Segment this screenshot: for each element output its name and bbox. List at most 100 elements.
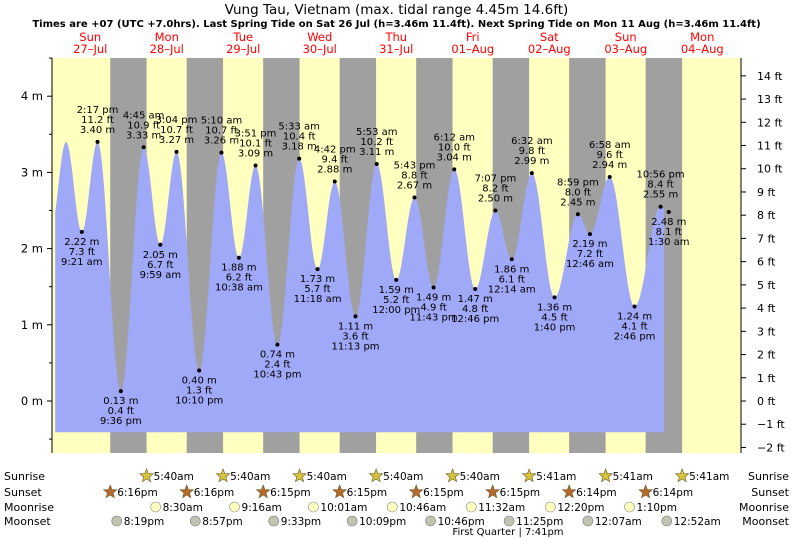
y-axis-left: 0 m 1 m 2 m 3 m 4 m bbox=[21, 57, 53, 453]
tide-label: 7:07 pm bbox=[475, 174, 517, 185]
tide-label: 10.0 ft bbox=[438, 142, 471, 153]
tide-label: 5:10 am bbox=[201, 116, 243, 127]
sunrise-star-icon bbox=[521, 468, 537, 483]
sunset-star-icon bbox=[102, 484, 118, 499]
sunrise-time: 5:40am bbox=[383, 471, 423, 483]
sunset-star-icon bbox=[485, 484, 501, 499]
moonrise-icon bbox=[229, 501, 240, 513]
moonset-icon bbox=[111, 515, 123, 527]
sunrise-time: 5:40am bbox=[230, 471, 270, 483]
tide-label: 2.48 m bbox=[651, 217, 686, 228]
tide-label: 3.27 m bbox=[159, 135, 194, 146]
chart-subtitle: Times are +07 (UTC +7.0hrs). Last Spring… bbox=[32, 19, 760, 30]
tide-point bbox=[197, 368, 202, 373]
tide-label: 10.7 ft bbox=[205, 126, 238, 137]
tide-label: 1.47 m bbox=[458, 294, 493, 305]
day-date: 27–Jul bbox=[73, 42, 107, 56]
tide-point bbox=[666, 210, 671, 215]
moonrise-time: 9:16am bbox=[242, 502, 282, 514]
day-of-week: Sun bbox=[615, 30, 637, 44]
chart-title: Vung Tau, Vietnam (max. tidal range 4.45… bbox=[225, 2, 569, 18]
y-right-tick-label: 13 ft bbox=[757, 93, 783, 106]
day-of-week: Thu bbox=[384, 30, 407, 44]
tide-point bbox=[529, 171, 534, 176]
tide-label: 3.09 m bbox=[238, 149, 273, 160]
tide-label: 8.1 ft bbox=[656, 227, 682, 238]
moon-phase-label: First Quarter | 7:41pm bbox=[452, 527, 563, 538]
moonset-icon bbox=[661, 515, 673, 527]
tide-point bbox=[509, 257, 514, 262]
tide-label: 0.13 m bbox=[103, 396, 138, 407]
y-left-tick-label: 1 m bbox=[21, 318, 43, 332]
tide-label: 1.59 m bbox=[379, 285, 414, 296]
y-axis-right: −2 ft −1 ft 0 ft 1 ft 2 ft 3 ft 4 ft 5 ft 6 ft 7 … bbox=[740, 58, 785, 454]
tide-label: 4:42 pm bbox=[314, 145, 356, 156]
tide-label: 9:36 pm bbox=[100, 416, 142, 427]
day-date: 01–Aug bbox=[451, 42, 494, 56]
tide-label: 1.24 m bbox=[617, 312, 652, 323]
row-label-left: Moonrise bbox=[4, 501, 54, 514]
row-label-left: Sunset bbox=[4, 486, 42, 499]
tide-label: 2.99 m bbox=[514, 156, 549, 167]
y-right-tick-label: 5 ft bbox=[757, 279, 776, 292]
y-right-tick-label: 1 ft bbox=[757, 372, 776, 385]
y-right-tick-label: 11 ft bbox=[757, 140, 783, 153]
moonset-time: 12:07am bbox=[595, 516, 642, 528]
day-of-week: Tue bbox=[232, 30, 253, 44]
tide-point bbox=[607, 174, 612, 179]
tide-point bbox=[632, 304, 637, 309]
sunset-star-icon bbox=[179, 484, 195, 499]
tide-label: 2.22 m bbox=[64, 237, 99, 248]
tide-label: 2.55 m bbox=[643, 190, 678, 201]
moonrise-time: 10:01am bbox=[320, 502, 367, 514]
tide-label: 3.26 m bbox=[204, 136, 239, 147]
tide-label: 5.7 ft bbox=[304, 284, 330, 295]
tide-label: 6:32 am bbox=[511, 136, 553, 147]
day-date: 31–Jul bbox=[379, 42, 413, 56]
day-date: 04–Aug bbox=[681, 42, 724, 56]
tide-point bbox=[236, 255, 241, 260]
row-label-left: Moonset bbox=[4, 515, 51, 528]
tide-point bbox=[275, 342, 280, 347]
tide-point bbox=[219, 150, 224, 155]
tide-point bbox=[452, 167, 457, 172]
y-right-tick-label: 12 ft bbox=[757, 116, 783, 129]
sunset-star-icon bbox=[332, 484, 348, 499]
tide-label: 6.2 ft bbox=[226, 273, 252, 284]
tide-label: 8.8 ft bbox=[401, 171, 427, 182]
moonrise-time: 11:32am bbox=[478, 502, 525, 514]
y-right-tick-label: 7 ft bbox=[757, 232, 776, 245]
tide-label: 1.36 m bbox=[537, 302, 572, 313]
day-labels: Sun27–JulMon28–JulTue29–JulWed30–JulThu3… bbox=[73, 30, 724, 56]
tide-point bbox=[158, 242, 163, 247]
sunrise-time: 5:41am bbox=[613, 471, 653, 483]
tide-label: 9.4 ft bbox=[322, 155, 348, 166]
tide-label: 3.40 m bbox=[80, 125, 115, 136]
sunset-time: 6:16pm bbox=[117, 487, 157, 499]
sunrise-star-icon bbox=[445, 468, 461, 483]
tide-point bbox=[253, 163, 258, 168]
moonrise-time: 1:10pm bbox=[636, 502, 676, 514]
tide-label: 10.1 ft bbox=[239, 139, 272, 150]
sunrise-time: 5:41am bbox=[536, 471, 576, 483]
moonrise-time: 8:30am bbox=[163, 502, 203, 514]
tide-label: 11:13 pm bbox=[331, 341, 379, 352]
sunset-time: 6:15pm bbox=[500, 487, 540, 499]
tide-label: 8.4 ft bbox=[647, 180, 673, 191]
tide-label: 9:59 am bbox=[140, 270, 182, 281]
sunrise-time: 5:40am bbox=[307, 471, 347, 483]
tide-label: 2:17 pm bbox=[77, 105, 119, 116]
sunset-star-icon bbox=[561, 484, 577, 499]
moonset-icon bbox=[189, 515, 201, 527]
tide-label: 5:33 am bbox=[278, 122, 320, 133]
tide-point bbox=[95, 139, 100, 144]
tide-label: 2.88 m bbox=[317, 165, 352, 176]
sunrise-star-icon bbox=[674, 468, 690, 483]
tide-label: 3.04 m bbox=[437, 152, 472, 163]
day-of-week: Mon bbox=[690, 30, 714, 44]
tide-point bbox=[658, 204, 663, 209]
moonset-time: 10:09pm bbox=[359, 516, 406, 528]
tide-label: 1:40 pm bbox=[534, 322, 576, 333]
tide-label: 4:45 am bbox=[123, 110, 165, 121]
